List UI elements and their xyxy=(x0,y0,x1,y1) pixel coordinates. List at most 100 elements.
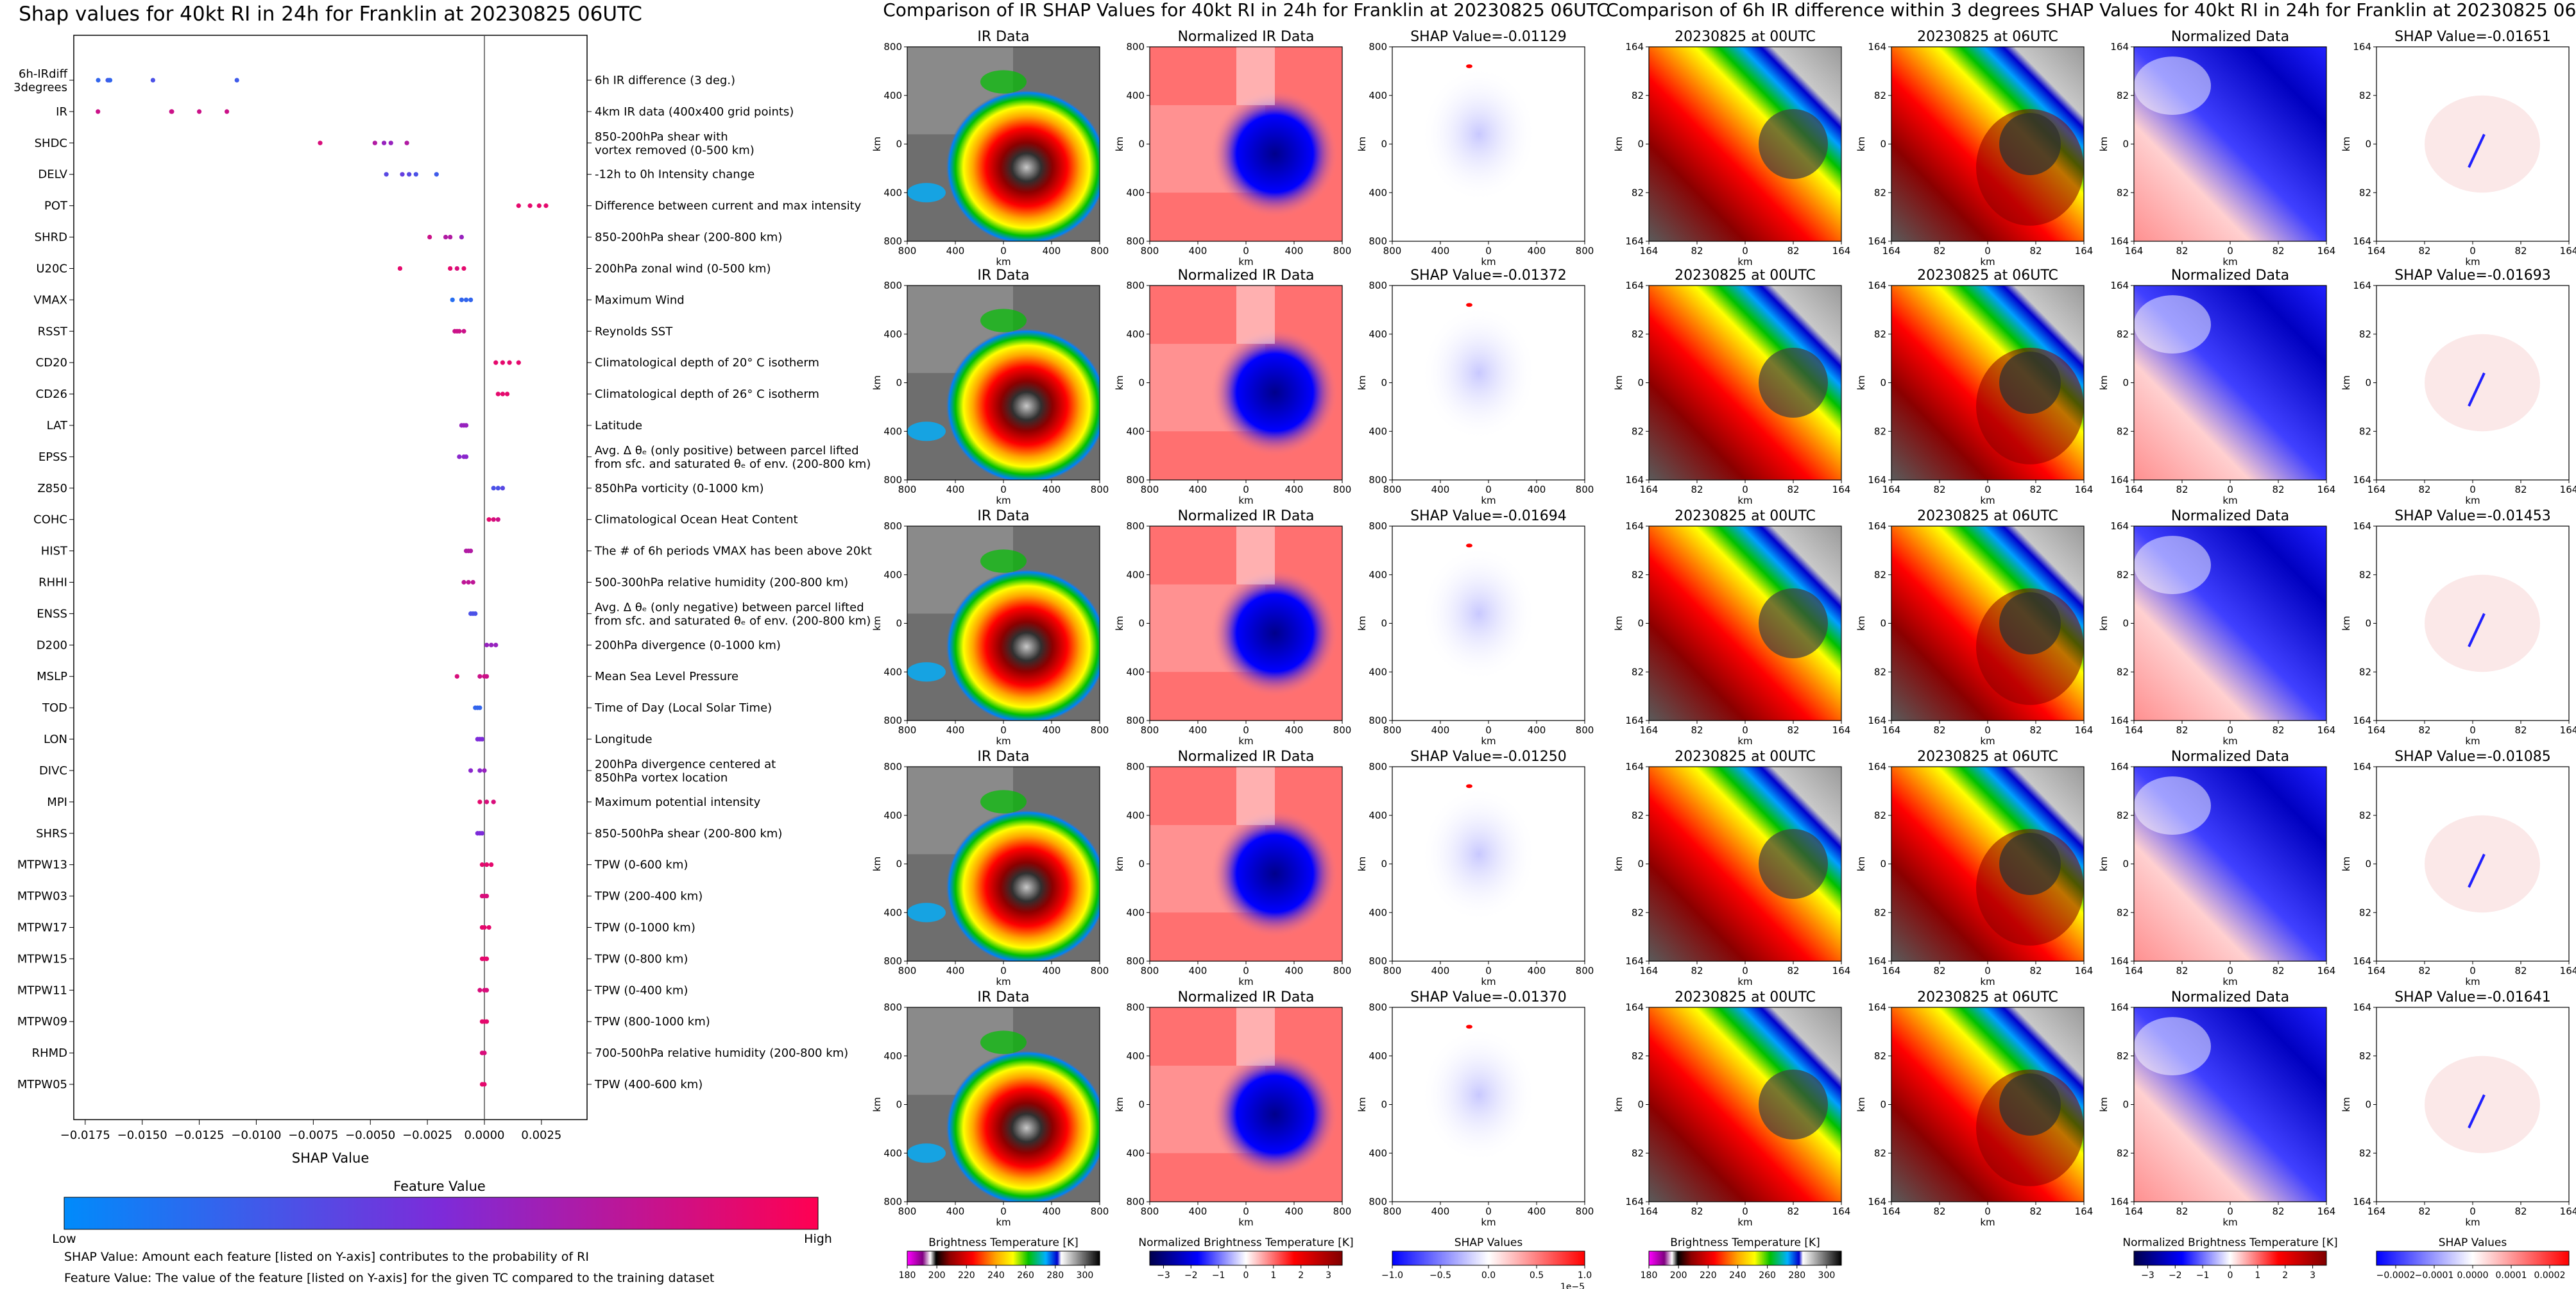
panel-y-label: km xyxy=(2098,616,2110,631)
panel-x-tick-label: 0 xyxy=(2469,484,2476,495)
panel-y-tick-label: 800 xyxy=(1369,41,1387,53)
shap-region xyxy=(1421,1027,1537,1163)
panel-y-tick-label: 164 xyxy=(2110,715,2129,726)
shap-point xyxy=(450,297,455,302)
shap-point xyxy=(463,297,469,302)
feature-desc-line: Time of Day (Local Solar Time) xyxy=(594,701,772,715)
panel-y-tick-label: 164 xyxy=(2110,41,2129,53)
panel-y-tick-label: 400 xyxy=(883,425,902,437)
shap-point xyxy=(477,987,482,993)
colorbar-label: Brightness Temperature [K] xyxy=(928,1236,1078,1249)
panel-x-tick-label: 82 xyxy=(2418,484,2430,495)
colorbar xyxy=(2133,1251,2327,1266)
panel-x-tick-label: 400 xyxy=(1285,724,1304,736)
shap-point xyxy=(482,768,487,773)
shap-point xyxy=(484,674,490,679)
panel-x-label: km xyxy=(2465,735,2480,747)
image-panel: SHAP Value=-0.01641164164828200828216416… xyxy=(2341,989,2576,1228)
panel-y-tick-label: 800 xyxy=(1369,474,1387,486)
feature-name-line: RSST xyxy=(38,325,68,338)
colorbar-tick-label: 0.0 xyxy=(1481,1270,1496,1281)
panel-y-label: km xyxy=(871,375,883,390)
panel-y-tick-label: 82 xyxy=(2359,666,2371,678)
panel-y-tick-label: 164 xyxy=(2353,761,2371,773)
colorbar-tick-label: −3 xyxy=(2141,1270,2154,1281)
feature-desc-line: 700-500hPa relative humidity (200-800 km… xyxy=(595,1046,848,1060)
x-tick-label: −0.0100 xyxy=(231,1129,281,1142)
feature-name-25: MTPW13 xyxy=(17,858,67,872)
feature-desc-7: Maximum Wind xyxy=(595,293,685,307)
panel-x-tick-label: 164 xyxy=(2125,724,2144,736)
panel-x-tick-label: 82 xyxy=(1933,1206,1945,1217)
panel-y-tick-label: 400 xyxy=(1126,907,1145,918)
panel-y-tick-label: 82 xyxy=(1632,666,1644,678)
feature-name-line: RHHI xyxy=(38,576,67,590)
panel-y-tick-label: 400 xyxy=(1126,569,1145,581)
feature-name-line: D200 xyxy=(37,638,67,652)
panel-x-tick-label: 0 xyxy=(1984,484,1991,495)
panel-x-tick-label: 164 xyxy=(2317,1206,2336,1217)
panel-y-tick-label: 82 xyxy=(1632,1050,1644,1062)
panel-x-tick-label: 800 xyxy=(1383,965,1402,977)
panel-y-tick-label: 800 xyxy=(883,280,902,291)
image-panel: Normalized Data1641648282008282164164kmk… xyxy=(2098,29,2335,268)
diff-eye xyxy=(1999,113,2061,175)
shap-point xyxy=(489,862,494,867)
feature-name-7: VMAX xyxy=(34,293,68,307)
shap-region xyxy=(1421,66,1537,203)
feature-desc-line: TPW (0-400 km) xyxy=(594,984,688,997)
feature-desc-20: Time of Day (Local Solar Time) xyxy=(594,701,772,715)
panel-x-tick-label: 400 xyxy=(946,1206,965,1217)
panel-x-label: km xyxy=(1737,735,1752,747)
panel-y-tick-label: 82 xyxy=(1874,1147,1886,1159)
image-panel: 20230825 at 00UTC1641648282008282164164k… xyxy=(1613,989,1850,1228)
panel-x-tick-label: 800 xyxy=(898,1206,917,1217)
colorbar-tick-label: 240 xyxy=(987,1270,1005,1281)
norm-patch xyxy=(1236,1007,1275,1066)
panel-y-tick-label: 82 xyxy=(1632,907,1644,918)
panel-y-tick-label: 164 xyxy=(2353,520,2371,532)
colorbar-tick-label: −0.5 xyxy=(1429,1270,1451,1281)
feature-name-line: DELV xyxy=(38,168,67,182)
feature-name-line: SHRD xyxy=(35,231,67,244)
panel-y-tick-label: 82 xyxy=(2117,1147,2129,1159)
ir-cell xyxy=(907,422,946,441)
panel-x-tick-label: 164 xyxy=(1882,245,1901,257)
shap-point xyxy=(516,203,521,209)
colorbar-tick-label: 0.5 xyxy=(1530,1270,1544,1281)
panel-x-tick-label: 400 xyxy=(1189,1206,1207,1217)
panel-y-tick-label: 400 xyxy=(883,187,902,198)
panel-y-tick-label: 82 xyxy=(1874,810,1886,821)
colorbar-tick-label: 0.0001 xyxy=(2496,1270,2527,1281)
feature-desc-9: Climatological depth of 20° C isotherm xyxy=(595,356,819,370)
panel-image xyxy=(1891,1007,2084,1202)
feature-name-line: MSLP xyxy=(37,670,67,683)
panel-y-tick-label: 164 xyxy=(2353,235,2371,247)
feature-name-line: MTPW13 xyxy=(17,858,67,872)
panel-y-tick-label: 164 xyxy=(2110,955,2129,967)
shap-point xyxy=(413,172,418,177)
shap-point xyxy=(489,642,494,647)
feature-name-line: MPI xyxy=(47,796,67,809)
panel-x-tick-label: 400 xyxy=(1285,484,1304,495)
colorbar-tick-label: −0.0001 xyxy=(2415,1270,2454,1281)
panel-y-tick-label: 800 xyxy=(883,41,902,53)
panel-x-tick-label: 164 xyxy=(2125,1206,2144,1217)
feature-desc-line: TPW (400-600 km) xyxy=(594,1078,703,1091)
panel-title: 20230825 at 06UTC xyxy=(1917,749,2058,765)
panel-x-tick-label: 800 xyxy=(1091,724,1109,736)
panel-y-tick-label: 0 xyxy=(1381,139,1387,150)
panel-x-tick-label: 82 xyxy=(1787,965,1799,977)
feature-name-2: SHDC xyxy=(35,137,67,150)
panel-image xyxy=(2134,526,2326,721)
panel-y-tick-label: 800 xyxy=(883,715,902,726)
feature-desc-line: 200hPa zonal wind (0-500 km) xyxy=(595,262,771,275)
panel-x-tick-label: 82 xyxy=(1691,484,1703,495)
panel-y-tick-label: 164 xyxy=(2353,1002,2371,1013)
norm-patch xyxy=(1236,767,1275,825)
panel-title: SHAP Value=-0.01641 xyxy=(2394,989,2551,1005)
feature-desc-line: 850-200hPa shear (200-800 km) xyxy=(595,231,782,244)
panel-x-tick-label: 0 xyxy=(2227,965,2233,977)
panel-x-tick-label: 82 xyxy=(2029,724,2042,736)
shap-point xyxy=(457,454,462,459)
